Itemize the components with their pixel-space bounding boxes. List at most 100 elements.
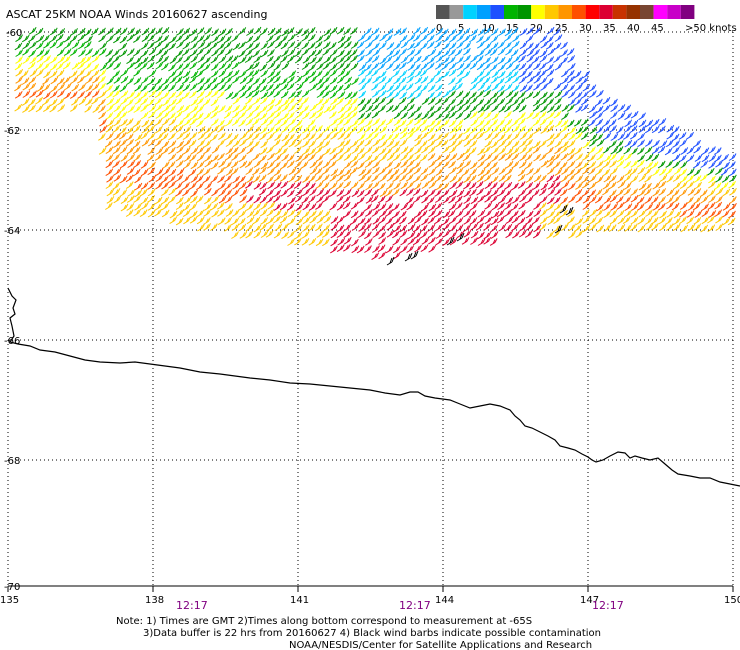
wind-barb xyxy=(547,154,556,163)
wind-barb xyxy=(448,77,456,85)
wind-barb xyxy=(553,210,561,219)
wind-barb xyxy=(624,119,633,128)
wind-barb xyxy=(287,111,295,120)
wind-barb xyxy=(504,118,513,127)
wind-barb xyxy=(106,119,115,127)
wind-barb xyxy=(308,174,316,183)
wind-barb xyxy=(504,75,513,84)
wind-barb xyxy=(322,238,330,247)
wind-barb xyxy=(309,188,317,196)
wind-barb xyxy=(413,195,421,203)
wind-barb xyxy=(35,89,44,98)
wind-barb xyxy=(336,146,345,155)
wind-barb xyxy=(357,49,365,57)
wind-barb xyxy=(475,180,484,189)
wind-barb xyxy=(434,62,443,70)
wind-barb xyxy=(629,167,638,176)
wind-barb xyxy=(350,139,359,148)
wind-barb xyxy=(358,83,367,92)
wind-barb xyxy=(337,237,346,246)
wind-barb xyxy=(84,104,93,113)
wind-barb xyxy=(644,174,652,183)
wind-barb xyxy=(127,188,136,197)
wind-barb xyxy=(496,215,505,224)
wind-barb xyxy=(490,63,498,72)
wind-barb xyxy=(350,27,358,35)
wind-barb xyxy=(168,42,177,51)
wind-barb xyxy=(43,55,51,63)
wind-barb xyxy=(126,138,134,147)
wind-barb xyxy=(428,244,437,253)
wind-barb xyxy=(511,160,520,169)
wind-barb xyxy=(567,216,575,225)
wind-barb xyxy=(239,231,248,239)
wind-barb-contaminated xyxy=(386,256,395,266)
wind-barb xyxy=(329,153,338,161)
wind-barb xyxy=(267,111,276,120)
wind-barb xyxy=(217,76,226,85)
wind-barb xyxy=(280,161,288,170)
wind-barb xyxy=(302,210,310,219)
wind-barb xyxy=(274,105,283,113)
wind-barb xyxy=(497,47,506,56)
wind-barb xyxy=(147,27,156,36)
wind-barb xyxy=(617,104,626,112)
wind-barb xyxy=(595,216,604,225)
wind-barb xyxy=(168,105,176,113)
wind-barb xyxy=(455,76,463,85)
wind-barb xyxy=(188,168,197,177)
wind-barb xyxy=(505,167,514,176)
wind-barb xyxy=(713,182,722,190)
wind-barb xyxy=(295,154,304,163)
wind-barb xyxy=(217,201,225,210)
wind-barb xyxy=(630,110,639,119)
wind-barb xyxy=(615,195,624,204)
wind-barb xyxy=(210,111,219,119)
wind-barb xyxy=(133,56,142,65)
wind-barb xyxy=(491,125,500,133)
wind-barb xyxy=(567,104,575,112)
wind-barb xyxy=(448,145,457,154)
wind-barb xyxy=(288,174,296,183)
wind-barb xyxy=(267,70,276,79)
wind-barb xyxy=(342,195,351,204)
wind-barb xyxy=(22,82,31,91)
legend-tick-label: 40 xyxy=(627,23,640,34)
wind-barb xyxy=(176,196,184,205)
wind-barb xyxy=(518,125,527,134)
wind-barb xyxy=(133,77,142,85)
wind-barb xyxy=(372,75,380,84)
wind-barb xyxy=(105,202,113,210)
wind-barb xyxy=(336,118,345,126)
wind-barb xyxy=(636,196,645,205)
wind-barb xyxy=(427,84,436,93)
wind-barb xyxy=(295,203,304,212)
wind-barb xyxy=(155,174,164,183)
wind-barb xyxy=(469,96,478,105)
wind-barb xyxy=(364,138,373,147)
wind-barb xyxy=(176,132,185,140)
wind-barb xyxy=(168,187,177,196)
wind-barb xyxy=(498,146,507,155)
wind-barb xyxy=(224,216,233,225)
latitude-label: -62 xyxy=(4,126,20,137)
wind-barb xyxy=(489,48,498,56)
wind-barb xyxy=(174,76,183,84)
wind-barb xyxy=(504,41,512,50)
wind-barb xyxy=(637,224,646,233)
wind-barb xyxy=(329,91,338,99)
wind-barb xyxy=(636,159,645,168)
wind-barb xyxy=(526,42,534,51)
wind-barb xyxy=(308,124,317,133)
wind-barb xyxy=(491,132,500,140)
wind-barb xyxy=(469,217,478,225)
wind-barb xyxy=(288,167,297,176)
wind-barb xyxy=(448,68,457,77)
wind-barb xyxy=(391,168,400,177)
wind-barb xyxy=(385,133,394,142)
wind-barb xyxy=(196,146,205,155)
wind-barb xyxy=(568,182,576,191)
wind-barb xyxy=(202,175,211,184)
wind-barb xyxy=(169,216,178,225)
wind-barb xyxy=(722,161,730,170)
